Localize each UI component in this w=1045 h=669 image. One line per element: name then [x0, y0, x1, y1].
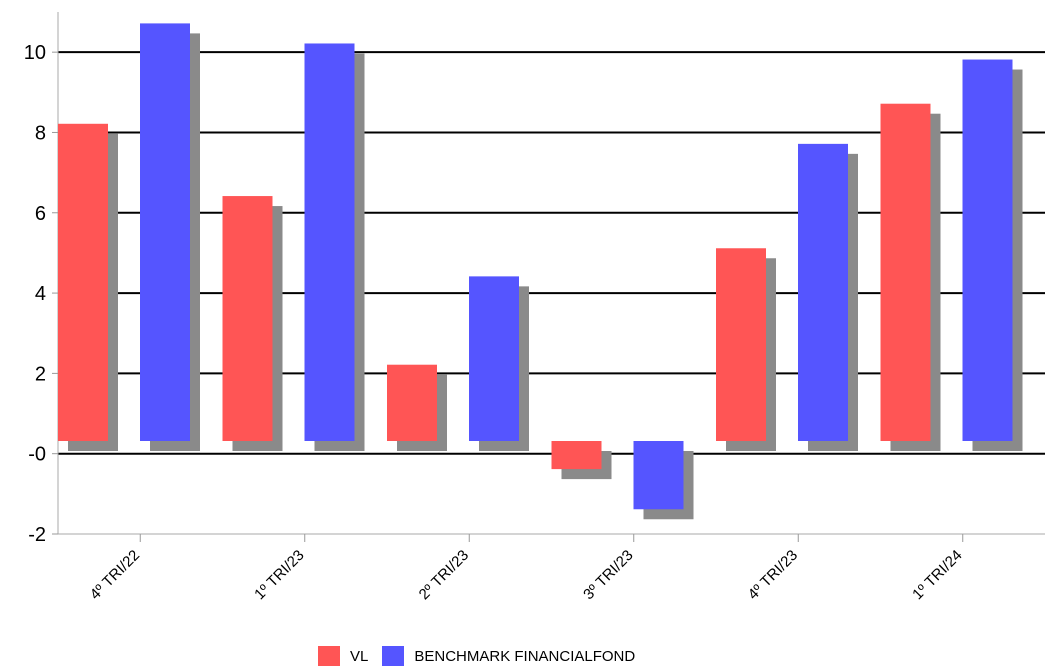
- bar-vl: [58, 123, 108, 442]
- bar-benchmark: [798, 143, 848, 441]
- bar-benchmark: [633, 441, 684, 510]
- y-tick-label: 8: [35, 122, 46, 144]
- bar-vl: [551, 441, 602, 470]
- bar-benchmark: [469, 276, 519, 441]
- bars: [58, 23, 1023, 520]
- bar-vl: [880, 103, 931, 441]
- legend-swatch-benchmark: [382, 646, 405, 666]
- legend-swatch-vl: [318, 646, 340, 666]
- bar-benchmark: [140, 23, 190, 442]
- x-tick-label: 3º TRI/23: [580, 547, 636, 603]
- legend: VL BENCHMARK FINANCIALFOND: [318, 645, 649, 667]
- bar-benchmark: [962, 59, 1013, 442]
- bar-vl: [387, 364, 437, 441]
- y-tick-label: 6: [35, 203, 46, 225]
- legend-label-vl: VL: [350, 647, 369, 665]
- y-tick-label: 10: [24, 42, 46, 64]
- x-tick-label: 4º TRI/23: [745, 547, 801, 603]
- x-tick-label: 1º TRI/23: [251, 547, 307, 603]
- bar-benchmark: [304, 43, 355, 441]
- legend-item-vl: VL: [318, 646, 368, 666]
- x-tick-label: 2º TRI/23: [416, 547, 472, 603]
- y-tick-label: -0: [28, 444, 46, 466]
- x-tick-label: 4º TRI/22: [87, 547, 143, 603]
- legend-item-benchmark: BENCHMARK FINANCIALFOND: [382, 646, 635, 666]
- bar-vl: [716, 248, 766, 441]
- y-axis-ticks: -2 -0 2 4 6 8 10: [24, 42, 58, 546]
- y-tick-label: 4: [35, 283, 46, 305]
- legend-label-benchmark: BENCHMARK FINANCIALFOND: [414, 647, 636, 665]
- y-tick-label: 2: [35, 363, 46, 385]
- x-axis-ticks: 4º TRI/22 1º TRI/23 2º TRI/23 3º TRI/23 4º T…: [87, 534, 966, 603]
- x-tick-label: 1º TRI/24: [909, 547, 965, 603]
- bar-vl: [222, 196, 273, 441]
- y-tick-label: -2: [28, 524, 46, 546]
